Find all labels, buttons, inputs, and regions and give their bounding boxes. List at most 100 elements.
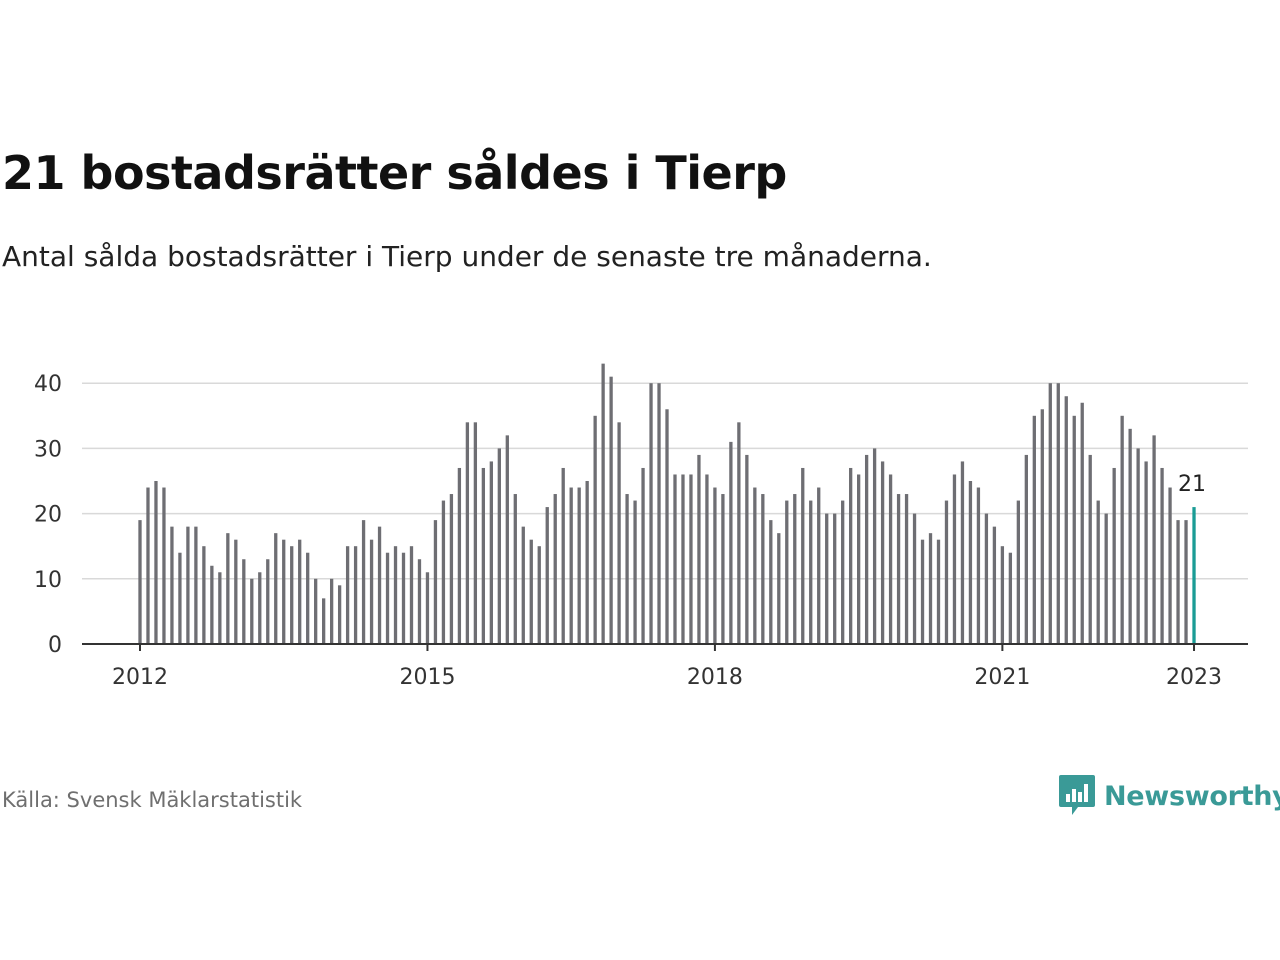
bar <box>609 376 613 644</box>
x-tick-label-2012: 2012 <box>112 665 168 690</box>
bar <box>401 552 406 644</box>
bar <box>361 520 366 644</box>
bar <box>745 454 749 644</box>
bar <box>457 467 462 644</box>
bar <box>817 487 821 644</box>
bar <box>569 487 573 644</box>
bar <box>433 520 438 644</box>
bar <box>928 533 933 644</box>
bar <box>353 546 358 644</box>
bar <box>920 539 925 644</box>
bar <box>202 546 206 644</box>
bar <box>194 526 198 644</box>
bar <box>809 500 813 644</box>
bar <box>1032 415 1036 644</box>
bar <box>657 383 661 644</box>
bar <box>904 494 909 644</box>
bar <box>1008 552 1013 644</box>
bar <box>665 409 669 644</box>
bar <box>138 520 142 644</box>
bar <box>1040 409 1044 644</box>
bar <box>705 474 709 644</box>
bar <box>170 526 174 644</box>
bar <box>226 533 230 644</box>
bar <box>521 526 525 644</box>
bar <box>1024 454 1028 644</box>
bar <box>1128 428 1132 644</box>
bar <box>1168 487 1172 644</box>
bar <box>1000 546 1005 644</box>
bar <box>649 383 653 644</box>
bar <box>1096 500 1100 644</box>
bar <box>545 507 549 644</box>
bar <box>322 598 326 644</box>
bar <box>529 539 533 644</box>
bar <box>841 500 845 644</box>
bar <box>258 572 262 644</box>
source-note: Källa: Svensk Mäklarstatistik <box>2 788 303 812</box>
bar <box>314 578 318 644</box>
bar <box>896 494 901 644</box>
bar <box>912 513 917 644</box>
bar <box>984 513 989 644</box>
bar <box>186 526 190 644</box>
value-labels: 21 <box>1178 472 1206 497</box>
bar <box>585 481 589 644</box>
bar <box>1064 396 1068 644</box>
y-axis-ticks: 0 10 20 30 40 <box>34 372 62 658</box>
bar <box>377 526 382 644</box>
x-tick-label-2023: 2023 <box>1166 665 1222 690</box>
bar <box>625 494 629 644</box>
bar <box>761 494 765 644</box>
bar <box>369 539 374 644</box>
bar <box>1016 500 1020 644</box>
bar <box>1160 467 1164 644</box>
bar <box>345 546 350 644</box>
bar <box>697 454 701 644</box>
bar <box>633 500 637 644</box>
bar <box>857 474 861 644</box>
bar <box>465 422 470 644</box>
bar <box>1152 435 1156 644</box>
latest-value-label: 21 <box>1178 472 1206 497</box>
bar <box>146 487 150 644</box>
bar <box>769 520 773 644</box>
brand-logo: Newsworthy <box>1058 774 1280 818</box>
chart-title: 21 bostadsrätter såldes i Tierp <box>2 146 787 200</box>
bar <box>242 559 246 644</box>
bar <box>641 467 645 644</box>
bar <box>888 474 893 644</box>
bar <box>449 494 454 644</box>
bar <box>505 435 509 644</box>
bar <box>489 461 493 644</box>
bar <box>250 578 254 644</box>
bar <box>825 513 829 644</box>
bar-latest <box>1192 507 1196 644</box>
bar <box>561 467 565 644</box>
bar <box>329 578 334 644</box>
bar <box>960 461 965 644</box>
bars <box>138 363 1196 644</box>
bar <box>713 487 717 644</box>
bar <box>409 546 414 644</box>
bar <box>537 546 541 644</box>
bar <box>425 572 430 644</box>
bar <box>721 494 725 644</box>
bar <box>234 539 238 644</box>
y-tick-label-20: 20 <box>34 503 62 528</box>
bar <box>777 533 781 644</box>
bar <box>880 461 885 644</box>
bar <box>737 422 741 644</box>
bar <box>577 487 581 644</box>
bar <box>290 546 294 644</box>
bar <box>553 494 557 644</box>
bar <box>385 552 390 644</box>
bar <box>154 481 158 644</box>
bar <box>1120 415 1124 644</box>
bar <box>801 467 805 644</box>
bar <box>793 494 797 644</box>
bar <box>1072 415 1076 644</box>
bar <box>162 487 166 644</box>
bar <box>306 552 310 644</box>
x-tick-label-2021: 2021 <box>974 665 1030 690</box>
